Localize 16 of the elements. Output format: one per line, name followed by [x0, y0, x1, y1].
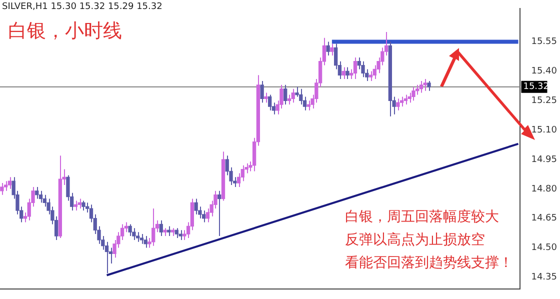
y-tick-label: 14.35: [531, 272, 557, 283]
annotation: 白银，周五回落幅度较大: [345, 208, 499, 226]
y-tick-label: 14.80: [531, 184, 558, 194]
y-tick-label: 14.65: [531, 214, 557, 224]
y-tick-label: 14.95: [531, 154, 557, 165]
y-tick-label: 15.10: [531, 125, 558, 136]
y-tick-label: 15.40: [531, 66, 558, 77]
annotation: 看能否回落到趋势线支撑！: [345, 254, 513, 272]
annotation: 反弹以高点为止损放空: [345, 231, 485, 249]
y-tick-label: 15.55: [531, 37, 557, 48]
ref-line-label: 15.32: [523, 82, 549, 92]
annotation: SILVER,H1 15.30 15.32 15.29 15.32: [2, 2, 162, 12]
y-tick-label: 14.50: [531, 243, 558, 254]
y-tick-label: 15.25: [531, 96, 557, 106]
text: 白银，小时线: [8, 19, 122, 44]
candlestick: [178, 230, 182, 240]
